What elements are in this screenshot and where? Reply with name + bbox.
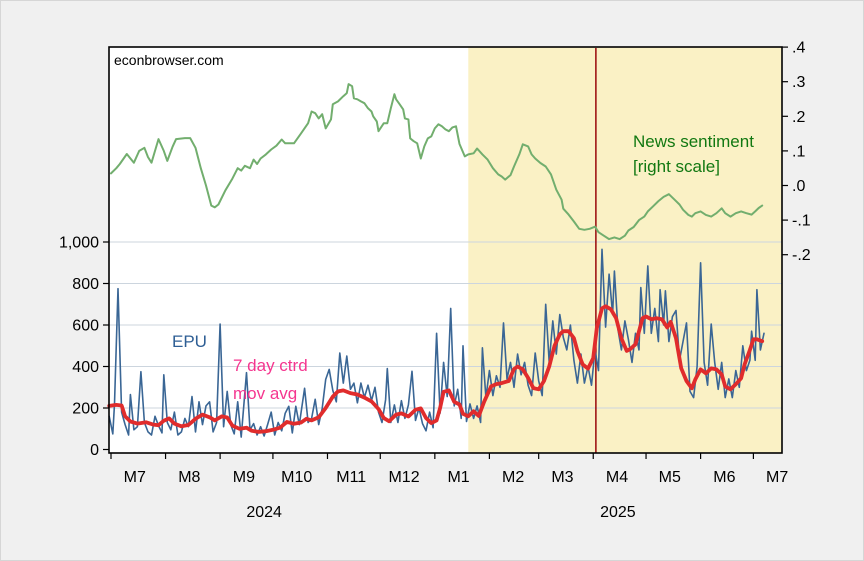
left-axis-tick-label: 0 (90, 442, 99, 459)
x-axis-month-label: M6 (713, 469, 735, 486)
x-axis-month-label: M3 (551, 469, 573, 486)
x-axis-month-label: M11 (336, 469, 366, 486)
right-axis-tick-label: -.1 (792, 213, 811, 230)
x-axis-month-label: M10 (281, 469, 312, 486)
right-axis-tick-label: -.2 (792, 247, 811, 264)
right-axis-tick-label: .3 (792, 74, 805, 91)
left-axis-tick-label: 200 (72, 401, 99, 418)
right-axis-tick-label: .1 (792, 143, 805, 160)
x-axis-month-label: M2 (502, 469, 524, 486)
right-axis-tick-label: .0 (792, 178, 805, 195)
epu-line (108, 248, 765, 438)
x-axis-month-label: M12 (388, 469, 419, 486)
sentiment-line (110, 83, 764, 241)
left-axis-tick-label: 400 (72, 359, 99, 376)
left-axis-tick-label: 1,000 (59, 235, 99, 252)
x-axis-year-label: 2024 (246, 504, 282, 521)
shaded-region-2025 (468, 47, 782, 453)
x-axis-month-label: M7 (766, 469, 788, 486)
plot-frame (108, 46, 783, 454)
x-axis-month-label: M4 (606, 469, 628, 486)
x-axis-month-label: M7 (124, 469, 146, 486)
right-axis-tick-label: .2 (792, 109, 805, 126)
x-axis-year-label: 2025 (600, 504, 636, 521)
right-axis-tick-label: .4 (792, 40, 805, 57)
moving-average-line (107, 304, 765, 434)
x-axis-month-label: M8 (178, 469, 200, 486)
left-axis-tick-label: 800 (72, 276, 99, 293)
x-axis-month-label: M5 (659, 469, 681, 486)
x-axis-month-label: M1 (447, 469, 469, 486)
x-axis-month-label: M9 (233, 469, 255, 486)
left-axis-tick-label: 600 (72, 318, 99, 335)
